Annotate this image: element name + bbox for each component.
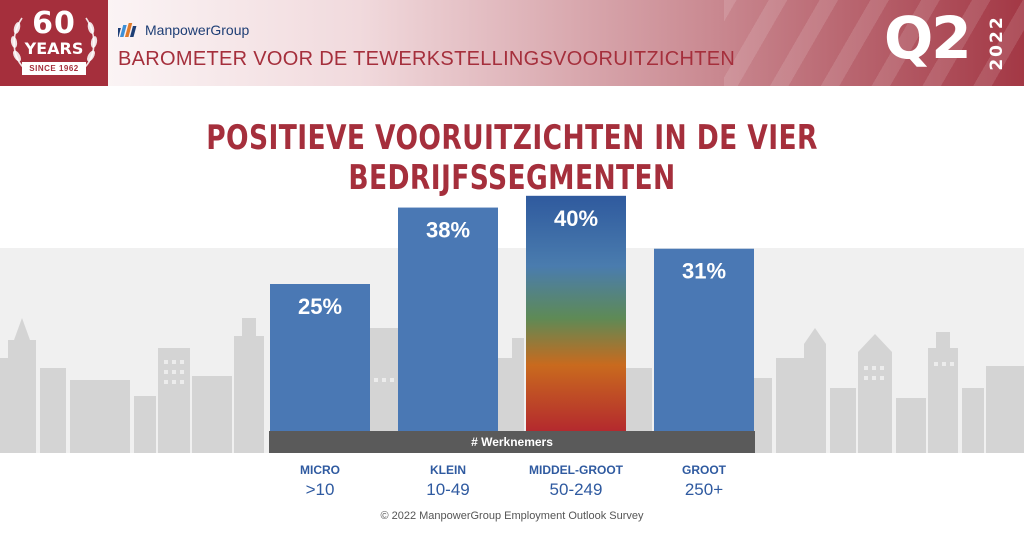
category-range: 50-249 — [549, 480, 603, 499]
category-name: GROOT — [682, 463, 726, 477]
chart-title: POSITIEVE VOORUITZICHTEN IN DE VIER BEDR… — [206, 118, 818, 198]
manpowergroup-logo-icon — [118, 23, 137, 37]
header-title: BAROMETER VOOR DE TEWERKSTELLINGSVOORUIT… — [118, 48, 736, 70]
x-axis-band — [269, 431, 755, 453]
category-range: >10 — [305, 480, 335, 499]
brand-name: ManpowerGroup — [145, 22, 250, 38]
category-range: 250+ — [684, 480, 724, 499]
badge-since: SINCE 1962 — [22, 62, 86, 75]
x-axis-label: # Werknemers — [471, 435, 553, 449]
badge-number: 60 — [32, 6, 76, 41]
category-name: MICRO — [300, 463, 340, 477]
value-label-micro: 25% — [298, 294, 342, 319]
category-range: 10-49 — [426, 480, 470, 499]
category-name: KLEIN — [430, 463, 466, 477]
badge-years: YEARS — [24, 39, 84, 58]
footer-copyright: © 2022 ManpowerGroup Employment Outlook … — [380, 510, 644, 522]
category-label-groot: GROOT 250+ — [634, 463, 774, 500]
header-stripes — [724, 0, 1024, 86]
category-label-micro: MICRO >10 — [250, 463, 390, 500]
brand-logo: ManpowerGroup — [118, 21, 249, 39]
header-banner — [0, 0, 1024, 86]
category-name: MIDDEL-GROOT — [529, 463, 623, 477]
value-label-groot: 31% — [682, 259, 726, 284]
bar-groot — [654, 248, 754, 431]
bar-klein — [398, 207, 498, 431]
category-label-klein: KLEIN 10-49 — [378, 463, 518, 500]
bar-micro — [270, 284, 370, 431]
city-skyline-illustration — [0, 318, 1024, 453]
bar-middel-groot — [526, 195, 626, 431]
anniversary-badge: 60 YEARS SINCE 1962 — [0, 0, 108, 86]
quarter-label: Q2 — [884, 4, 972, 72]
category-label-middel-groot: MIDDEL-GROOT 50-249 — [506, 463, 646, 500]
value-label-klein: 38% — [426, 218, 470, 243]
value-label-middel-groot: 40% — [554, 206, 598, 231]
